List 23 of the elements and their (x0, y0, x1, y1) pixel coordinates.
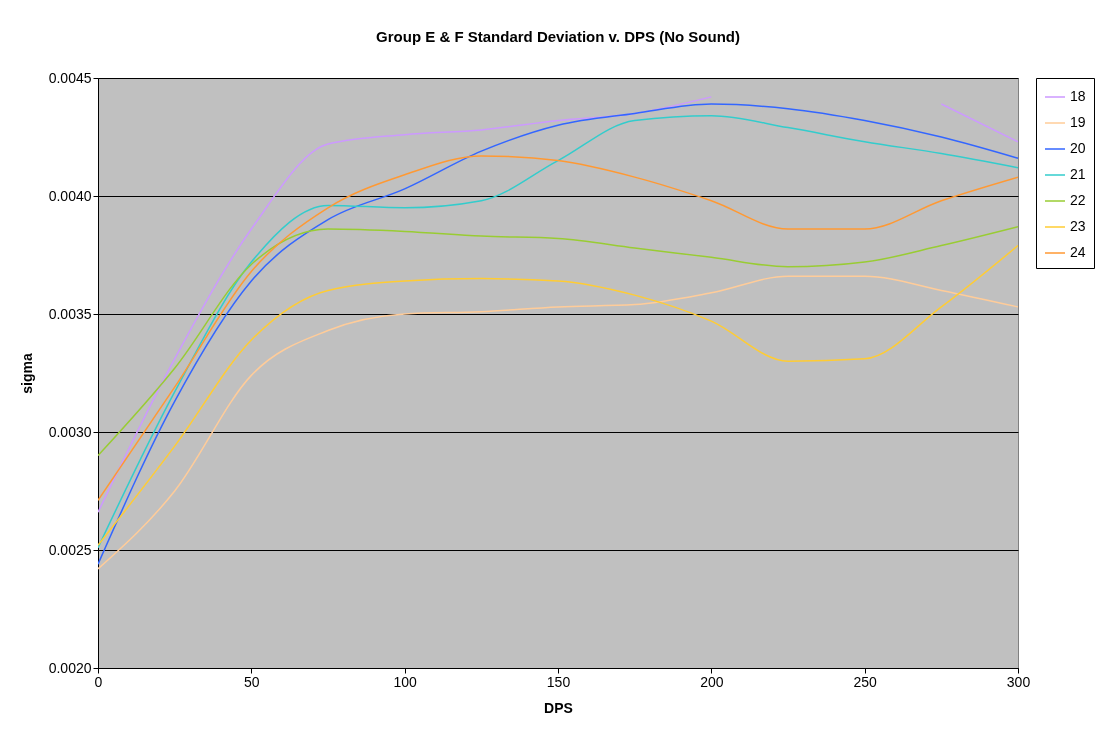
x-tick-label: 150 (546, 673, 571, 690)
y-tick-label: 0.0045 (48, 69, 92, 86)
x-tick-label: 300 (1006, 673, 1031, 690)
x-tick-label: 200 (700, 673, 724, 690)
legend-label: 22 (1070, 192, 1086, 208)
y-axis-title: sigma (18, 353, 35, 394)
x-tick-label: 100 (393, 673, 418, 690)
legend-label: 21 (1070, 166, 1086, 182)
y-tick-label: 0.0035 (48, 305, 92, 322)
legend-label: 20 (1070, 140, 1086, 156)
y-tick-label: 0.0020 (48, 659, 92, 676)
legend-label: 19 (1070, 114, 1086, 130)
x-axis-title: DPS (544, 699, 573, 716)
y-tick-label: 0.0040 (48, 187, 92, 204)
legend-label: 23 (1070, 218, 1086, 234)
y-tick-label: 0.0030 (48, 423, 92, 440)
chart-title: Group E & F Standard Deviation v. DPS (No Sound) (376, 28, 740, 45)
x-tick-label: 50 (244, 673, 260, 690)
x-tick-label: 0 (94, 673, 103, 690)
x-tick-label: 250 (853, 673, 878, 690)
legend-label: 18 (1070, 88, 1086, 104)
legend-label: 24 (1070, 244, 1086, 260)
y-tick-label: 0.0025 (48, 541, 92, 558)
